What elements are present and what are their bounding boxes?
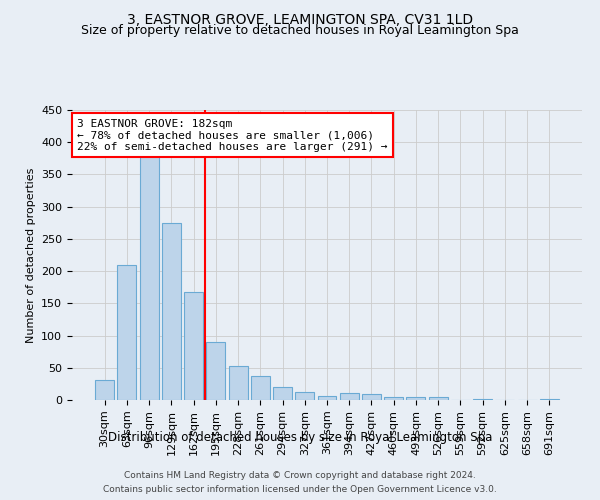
Bar [206, 342, 225, 400]
Bar [362, 394, 381, 400]
Text: Distribution of detached houses by size in Royal Leamington Spa: Distribution of detached houses by size … [108, 431, 492, 444]
Bar [429, 397, 448, 400]
Bar [473, 398, 492, 400]
Text: Size of property relative to detached houses in Royal Leamington Spa: Size of property relative to detached ho… [81, 24, 519, 37]
Bar [140, 155, 158, 400]
Y-axis label: Number of detached properties: Number of detached properties [26, 168, 35, 342]
Bar [406, 398, 425, 400]
Bar [162, 223, 181, 400]
Bar [184, 292, 203, 400]
Text: Contains public sector information licensed under the Open Government Licence v3: Contains public sector information licen… [103, 484, 497, 494]
Bar [251, 376, 270, 400]
Bar [317, 396, 337, 400]
Bar [540, 398, 559, 400]
Text: 3 EASTNOR GROVE: 182sqm
← 78% of detached houses are smaller (1,006)
22% of semi: 3 EASTNOR GROVE: 182sqm ← 78% of detache… [77, 118, 388, 152]
Text: Contains HM Land Registry data © Crown copyright and database right 2024.: Contains HM Land Registry data © Crown c… [124, 472, 476, 480]
Bar [273, 387, 292, 400]
Bar [118, 264, 136, 400]
Bar [384, 398, 403, 400]
Bar [95, 380, 114, 400]
Text: 3, EASTNOR GROVE, LEAMINGTON SPA, CV31 1LD: 3, EASTNOR GROVE, LEAMINGTON SPA, CV31 1… [127, 12, 473, 26]
Bar [229, 366, 248, 400]
Bar [340, 393, 359, 400]
Bar [295, 392, 314, 400]
